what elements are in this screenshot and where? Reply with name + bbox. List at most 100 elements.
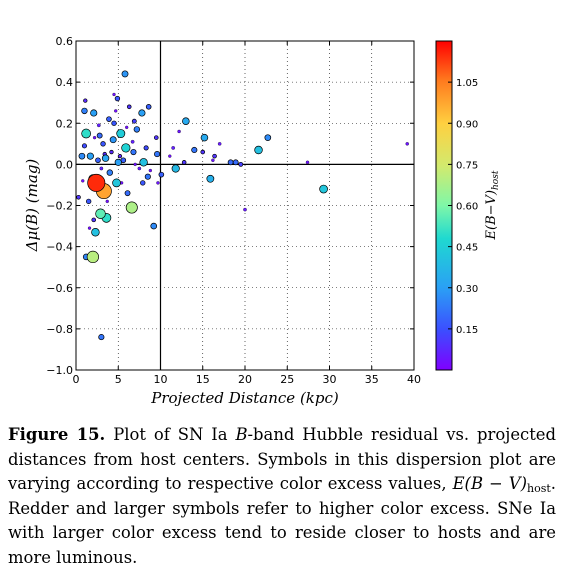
x-tick-label: 25: [280, 373, 294, 386]
data-point: [182, 117, 190, 125]
data-point: [158, 171, 165, 178]
data-point: [114, 95, 121, 102]
data-point: [206, 174, 215, 183]
data-point: [140, 180, 146, 186]
data-point: [131, 118, 137, 124]
data-point: [305, 160, 310, 165]
colorbar-tick-label: 0.45: [456, 243, 478, 254]
data-point: [191, 146, 198, 154]
data-point: [114, 158, 122, 166]
data-point: [112, 178, 121, 188]
data-point: [171, 164, 180, 173]
caption-color-excess: E(B − V): [452, 474, 527, 494]
data-point: [86, 198, 92, 205]
data-point: [148, 168, 153, 173]
x-tick-label: 15: [196, 373, 210, 386]
y-tick-label: 0.4: [56, 76, 74, 89]
x-tick-label: 20: [238, 373, 252, 386]
data-point: [133, 162, 137, 167]
svg-text:E(B−V)host: E(B−V)host: [484, 170, 501, 240]
colorbar-tick-label: 0.30: [456, 284, 478, 295]
x-tick-labels: 0 5 10 15 20 25 30 35 40: [73, 373, 422, 386]
data-point: [156, 181, 160, 185]
data-point: [109, 149, 114, 155]
data-point: [91, 228, 100, 237]
data-point: [153, 135, 159, 140]
colorbar-tick-label: 0.90: [456, 119, 478, 130]
data-point: [87, 173, 106, 192]
y-axis-label: Δμ(B) (mag): [23, 159, 41, 253]
caption-color-excess-sub: host: [527, 482, 551, 496]
data-point: [171, 146, 176, 150]
data-point: [121, 143, 131, 153]
data-point: [211, 158, 215, 162]
data-point: [86, 250, 100, 264]
data-point: [217, 142, 222, 146]
data-point: [232, 159, 239, 166]
colorbar-tick-label: 0.15: [456, 325, 478, 336]
caption-figure-label: Figure 15.: [8, 425, 106, 444]
x-tick-label: 30: [323, 373, 337, 386]
data-point: [405, 142, 409, 146]
data-point: [81, 179, 85, 183]
data-point: [138, 109, 146, 117]
data-point: [133, 126, 141, 133]
data-point: [227, 159, 234, 166]
data-point: [145, 103, 152, 110]
data-points: [76, 70, 409, 341]
data-point: [125, 201, 138, 214]
caption-text-2: -band Hubble residual vs. projected dist…: [8, 425, 556, 494]
data-point: [87, 226, 92, 230]
y-tick-label: −0.4: [46, 241, 73, 254]
data-point: [130, 148, 137, 156]
data-point: [144, 173, 151, 180]
data-point: [109, 136, 117, 144]
data-point: [143, 145, 149, 151]
axis-ticks: [75, 40, 415, 371]
figure-caption: Figure 15. Plot of SN Ia B-band Hubble r…: [8, 423, 556, 571]
x-tick-label: 40: [407, 373, 421, 386]
scatter-plot: 0 5 10 15 20 25 30 35 40 −1.0 −0.8 −0.6 −0.4 −0.2 0.0…: [23, 35, 501, 407]
data-point: [96, 123, 101, 128]
colorbar-tick-label: 0.60: [456, 202, 478, 213]
data-point: [100, 141, 106, 147]
data-point: [95, 208, 106, 219]
y-tick-label: 0.2: [56, 117, 74, 130]
data-point: [78, 152, 86, 160]
data-point: [101, 154, 110, 162]
data-point: [92, 136, 97, 140]
data-point: [121, 70, 129, 78]
y-tick-label: −0.2: [46, 200, 73, 213]
data-point: [90, 109, 98, 117]
data-point: [238, 161, 244, 167]
y-tick-label: 0.0: [56, 158, 74, 171]
caption-band: B: [235, 425, 248, 444]
data-point: [139, 158, 148, 167]
colorbar-ticks: 0.15 0.30 0.45 0.60 0.75 0.90 1.05: [448, 78, 478, 336]
data-point: [150, 222, 158, 230]
data-point: [81, 143, 87, 149]
x-tick-label: 35: [365, 373, 379, 386]
x-tick-label: 5: [115, 373, 122, 386]
data-point: [181, 160, 187, 165]
data-point: [200, 149, 206, 155]
data-point: [86, 152, 94, 160]
data-point: [95, 157, 101, 164]
data-point: [81, 107, 88, 115]
data-point: [76, 194, 81, 200]
data-point: [243, 207, 247, 212]
data-point: [130, 139, 135, 144]
data-point: [105, 199, 109, 204]
data-point: [112, 92, 116, 97]
data-point: [116, 129, 126, 138]
data-point: [81, 128, 91, 139]
y-tick-label: −1.0: [46, 364, 73, 377]
reference-lines: [76, 41, 414, 370]
data-point: [154, 151, 161, 158]
data-point: [319, 184, 328, 194]
colorbar-tick-label: 1.05: [456, 78, 478, 89]
x-tick-label: 0: [73, 373, 80, 386]
caption-text-3: . Redder and larger symbols refer to hig…: [8, 474, 556, 567]
x-tick-label: 10: [154, 373, 168, 386]
data-point: [98, 334, 105, 341]
